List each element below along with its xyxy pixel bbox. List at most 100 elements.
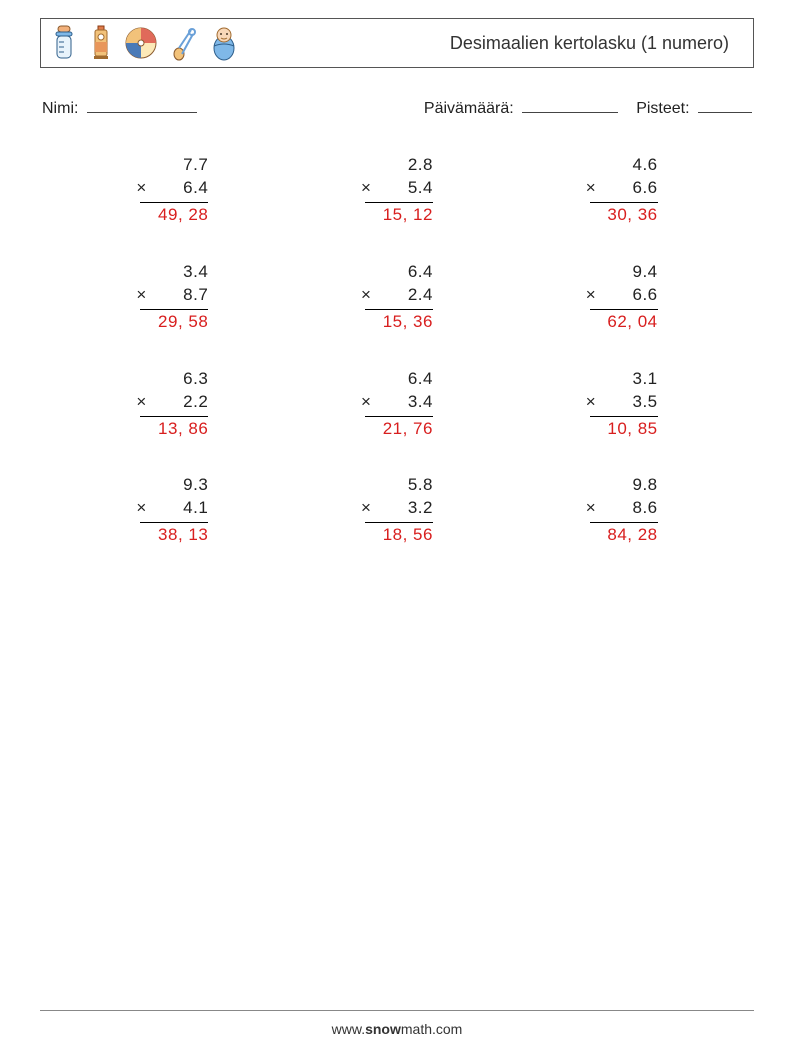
lotion-tube-icon — [89, 24, 113, 62]
times-sign: × — [361, 497, 385, 520]
multiplier-row: ×5.4 — [361, 177, 433, 200]
multiplicand: 4.6 — [586, 154, 658, 177]
multiplication-stack: 3.1×3.5 10, 85 — [586, 368, 658, 441]
answer: 15, 12 — [361, 203, 433, 227]
times-sign: × — [136, 284, 160, 307]
multiplicand: 2.8 — [361, 154, 433, 177]
meta-row: Nimi: Päivämäärä: Pisteet: — [40, 96, 754, 118]
answer: 10, 85 — [586, 417, 658, 441]
beach-ball-icon — [123, 25, 159, 61]
footer-rule — [40, 1010, 754, 1011]
multiplicand: 5.8 — [361, 474, 433, 497]
problem: 2.8×5.4 15, 12 — [305, 154, 490, 227]
multiplier: 4.1 — [160, 497, 208, 520]
page-footer: www.snowmath.com — [0, 1010, 794, 1037]
multiplicand: 7.7 — [136, 154, 208, 177]
multiplication-stack: 7.7×6.4 49, 28 — [136, 154, 208, 227]
multiplicand: 3.1 — [586, 368, 658, 391]
swaddled-baby-icon — [209, 24, 239, 62]
answer: 62, 04 — [586, 310, 658, 334]
multiplier-row: ×4.1 — [136, 497, 208, 520]
date-field: Päivämäärä: — [424, 96, 618, 118]
multiplier-row: ×8.7 — [136, 284, 208, 307]
multiplier: 8.6 — [610, 497, 658, 520]
multiplier-row: ×2.4 — [361, 284, 433, 307]
times-sign: × — [586, 497, 610, 520]
times-sign: × — [586, 177, 610, 200]
multiplication-stack: 6.3×2.2 13, 86 — [136, 368, 208, 441]
problem: 7.7×6.4 49, 28 — [80, 154, 265, 227]
multiplicand: 6.3 — [136, 368, 208, 391]
multiplier-row: ×8.6 — [586, 497, 658, 520]
times-sign: × — [136, 177, 160, 200]
score-field: Pisteet: — [636, 96, 752, 118]
multiplier: 6.6 — [610, 284, 658, 307]
multiplication-stack: 6.4×3.4 21, 76 — [361, 368, 433, 441]
times-sign: × — [361, 391, 385, 414]
answer: 29, 58 — [136, 310, 208, 334]
date-label: Päivämäärä: — [424, 100, 514, 117]
multiplier: 2.4 — [385, 284, 433, 307]
times-sign: × — [361, 177, 385, 200]
multiplicand: 9.8 — [586, 474, 658, 497]
problem: 5.8×3.2 18, 56 — [305, 474, 490, 547]
worksheet-title: Desimaalien kertolasku (1 numero) — [450, 33, 739, 54]
times-sign: × — [136, 497, 160, 520]
header-icon-row — [49, 24, 239, 62]
problems-grid: 7.7×6.449, 282.8×5.415, 124.6×6.630, 363… — [40, 154, 754, 547]
answer: 38, 13 — [136, 523, 208, 547]
multiplier-row: ×6.6 — [586, 284, 658, 307]
multiplier: 3.4 — [385, 391, 433, 414]
times-sign: × — [586, 284, 610, 307]
times-sign: × — [136, 391, 160, 414]
footer-url-brand: snow — [365, 1021, 401, 1037]
multiplier-row: ×2.2 — [136, 391, 208, 414]
multiplicand: 6.4 — [361, 368, 433, 391]
worksheet-header: Desimaalien kertolasku (1 numero) — [40, 18, 754, 68]
multiplier: 3.5 — [610, 391, 658, 414]
footer-url-prefix: www. — [332, 1021, 365, 1037]
problem: 6.4×2.4 15, 36 — [305, 261, 490, 334]
multiplier: 6.4 — [160, 177, 208, 200]
multiplicand: 9.4 — [586, 261, 658, 284]
answer: 18, 56 — [361, 523, 433, 547]
multiplier: 5.4 — [385, 177, 433, 200]
answer: 30, 36 — [586, 203, 658, 227]
multiplication-stack: 9.8×8.6 84, 28 — [586, 474, 658, 547]
answer: 21, 76 — [361, 417, 433, 441]
problem: 9.4×6.6 62, 04 — [529, 261, 714, 334]
multiplier: 3.2 — [385, 497, 433, 520]
multiplication-stack: 6.4×2.4 15, 36 — [361, 261, 433, 334]
multiplier-row: ×6.4 — [136, 177, 208, 200]
name-field: Nimi: — [42, 96, 197, 118]
answer: 84, 28 — [586, 523, 658, 547]
multiplication-stack: 9.4×6.6 62, 04 — [586, 261, 658, 334]
multiplication-stack: 4.6×6.6 30, 36 — [586, 154, 658, 227]
multiplier-row: ×3.5 — [586, 391, 658, 414]
score-label: Pisteet: — [636, 100, 689, 117]
date-blank[interactable] — [522, 96, 618, 113]
answer: 15, 36 — [361, 310, 433, 334]
multiplier-row: ×6.6 — [586, 177, 658, 200]
multiplicand: 6.4 — [361, 261, 433, 284]
score-blank[interactable] — [698, 96, 752, 113]
footer-url-suffix: math.com — [401, 1021, 462, 1037]
multiplicand: 3.4 — [136, 261, 208, 284]
multiplication-stack: 9.3×4.138, 13 — [136, 474, 208, 547]
times-sign: × — [361, 284, 385, 307]
name-label: Nimi: — [42, 100, 78, 117]
answer: 13, 86 — [136, 417, 208, 441]
times-sign: × — [586, 391, 610, 414]
safety-pin-icon — [169, 24, 199, 62]
name-blank[interactable] — [87, 96, 197, 113]
answer: 49, 28 — [136, 203, 208, 227]
problem: 6.4×3.4 21, 76 — [305, 368, 490, 441]
multiplication-stack: 3.4×8.7 29, 58 — [136, 261, 208, 334]
problem: 6.3×2.2 13, 86 — [80, 368, 265, 441]
baby-bottle-icon — [49, 24, 79, 62]
problem: 3.1×3.5 10, 85 — [529, 368, 714, 441]
multiplier: 2.2 — [160, 391, 208, 414]
problem: 9.3×4.138, 13 — [80, 474, 265, 547]
multiplication-stack: 5.8×3.2 18, 56 — [361, 474, 433, 547]
problem: 4.6×6.6 30, 36 — [529, 154, 714, 227]
